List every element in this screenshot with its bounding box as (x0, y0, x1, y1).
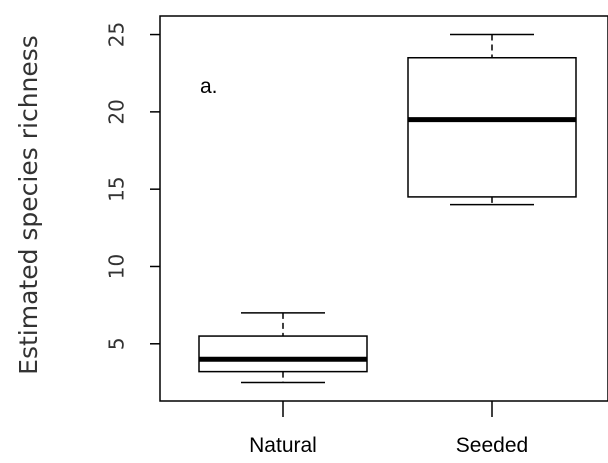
plot-frame (159, 15, 608, 402)
box-natural (198, 312, 368, 384)
y-tick-label: 5 (105, 337, 129, 350)
y-axis: 5 10 15 20 25 (105, 22, 160, 350)
iqr-box (198, 335, 368, 373)
y-axis-label: Estimated species richness (14, 35, 43, 375)
x-tick-label: Natural (249, 434, 317, 457)
y-tick-label: 15 (105, 176, 129, 201)
panel-label: a. (200, 75, 218, 98)
y-tick-label: 25 (105, 22, 129, 47)
x-axis: Natural Seeded (249, 401, 528, 457)
box-seeded (407, 33, 577, 206)
x-tick-label: Seeded (456, 434, 528, 457)
y-tick-label: 10 (105, 254, 129, 279)
boxes (198, 33, 577, 384)
y-tick-label: 20 (105, 99, 129, 124)
iqr-box (407, 56, 577, 198)
